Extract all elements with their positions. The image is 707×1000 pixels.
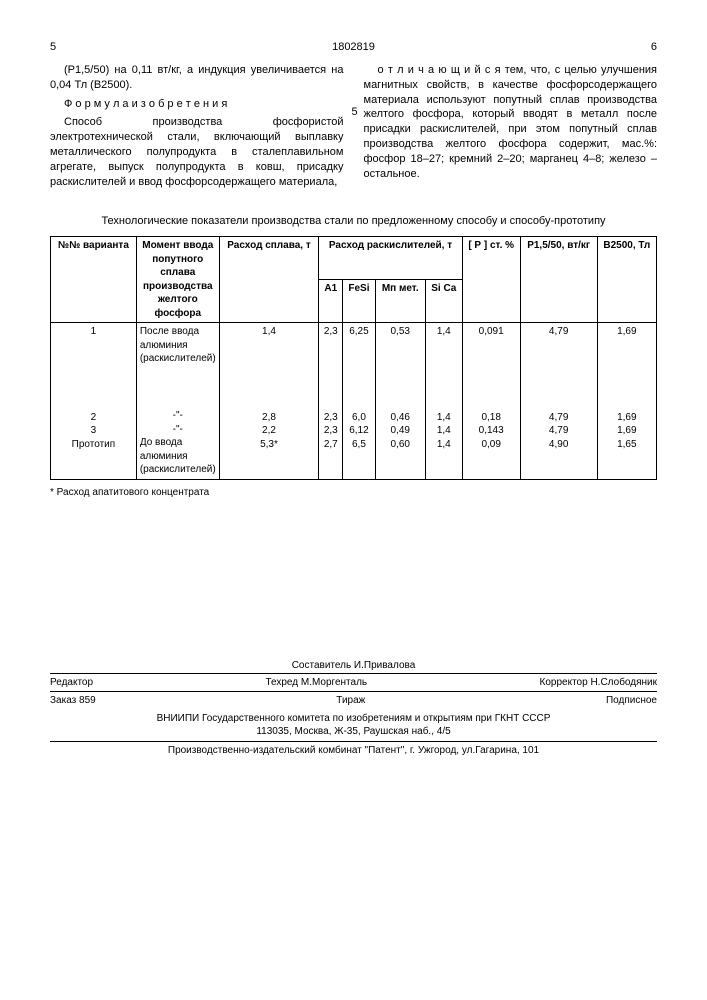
- cell-text: 5,3*: [223, 438, 316, 452]
- cell-text: 2,8: [223, 411, 316, 425]
- cell-text: 4,79: [524, 325, 594, 339]
- cell-p: 0,091 0,18 0,143 0,09: [462, 323, 520, 480]
- sub: Подписное: [606, 694, 657, 708]
- vniipi-line1: ВНИИПИ Государственного комитета по изоб…: [50, 712, 657, 726]
- page-numbers: 5 1802819 6: [50, 40, 657, 55]
- cell-text: 2,3: [322, 424, 339, 438]
- left-column: (Р1,5/50) на 0,11 вт/кг, а индукция увел…: [50, 63, 344, 194]
- cell-text: 0,46: [379, 411, 422, 425]
- cell-text: 4,79: [524, 424, 594, 438]
- cell-al: 2,3 2,3 2,3 2,7: [319, 323, 343, 480]
- cell-text: До ввода алюминия (раскислителей): [140, 436, 216, 477]
- page-left: 5: [50, 40, 56, 55]
- cell-text: 2,3: [322, 411, 339, 425]
- footer-row-1: Редактор Техред М.Моргенталь Корректор Н…: [50, 673, 657, 693]
- cell-text: Прототип: [54, 438, 133, 452]
- footer-block: Составитель И.Привалова Редактор Техред …: [50, 659, 657, 759]
- cell-text: 0,09: [466, 438, 517, 452]
- cell-text: 1: [54, 325, 133, 339]
- data-table: №№ варианта Момент ввода попутного сплав…: [50, 236, 657, 480]
- cell-rate: 1,4 2,8 2,2 5,3*: [219, 323, 319, 480]
- left-p2: Способ производства фосфористой электрот…: [50, 115, 344, 189]
- table-footnote: * Расход апатитового концентрата: [50, 486, 657, 500]
- th-pst: [ Р ] ст. %: [462, 237, 520, 323]
- doc-number: 1802819: [332, 40, 375, 55]
- order: Заказ 859: [50, 694, 96, 708]
- editor: Редактор: [50, 676, 93, 690]
- cell-text: 1,4: [223, 325, 316, 339]
- th-sica: Si Ca: [425, 280, 462, 323]
- cell-text: 0,091: [466, 325, 517, 339]
- cell-text: 6,0: [346, 411, 371, 425]
- cell-text: 6,25: [346, 325, 371, 339]
- page-right: 6: [651, 40, 657, 55]
- cell-text: 2,7: [322, 438, 339, 452]
- cell-moment: После ввода алюминия (раскислителей) -"-…: [136, 323, 219, 480]
- line-mark-5: 5: [352, 105, 358, 120]
- tirage: Тираж: [336, 694, 365, 708]
- cell-text: 2,3: [322, 325, 339, 339]
- cell-text: 0,49: [379, 424, 422, 438]
- cell-sica: 1,4 1,4 1,4 1,4: [425, 323, 462, 480]
- th-mn: Мп мет.: [375, 280, 425, 323]
- formula-line: Ф о р м у л а и з о б р е т е н и я: [50, 97, 344, 112]
- right-p1: о т л и ч а ю щ и й с я тем, что, с цель…: [364, 63, 658, 182]
- th-deox-group: Расход раскислителей, т: [319, 237, 462, 280]
- cell-text: 1,4: [429, 438, 459, 452]
- cell-text: 0,18: [466, 411, 517, 425]
- cell-text: 1,65: [601, 438, 653, 452]
- cell-text: 1,69: [601, 424, 653, 438]
- cell-text: После ввода алюминия (раскислителей): [140, 325, 216, 409]
- cell-text: 1,4: [429, 411, 459, 425]
- cell-fesi: 6,25 6,0 6,12 6,5: [343, 323, 375, 480]
- cell-b: 1,69 1,69 1,69 1,65: [597, 323, 656, 480]
- table-header-row1: №№ варианта Момент ввода попутного сплав…: [51, 237, 657, 280]
- th-ploss: Р1,5/50, вт/кг: [520, 237, 597, 323]
- tech: Техред М.Моргенталь: [265, 676, 367, 690]
- cell-text: 6,5: [346, 438, 371, 452]
- th-moment: Момент ввода попутного сплава производст…: [136, 237, 219, 323]
- compiler: Составитель И.Привалова: [50, 659, 657, 673]
- cell-text: 1,69: [601, 411, 653, 425]
- cell-text: 0,53: [379, 325, 422, 339]
- cell-text: 3: [54, 424, 133, 438]
- table-caption: Технологические показатели производства …: [50, 214, 657, 229]
- cell-text: -"-: [140, 409, 216, 423]
- th-variant: №№ варианта: [51, 237, 137, 323]
- th-fesi: FeSi: [343, 280, 375, 323]
- vniipi-line2: 113035, Москва, Ж-35, Раушская наб., 4/5: [50, 725, 657, 739]
- left-p1: (Р1,5/50) на 0,11 вт/кг, а индукция увел…: [50, 63, 344, 93]
- cell-text: 0,60: [379, 438, 422, 452]
- cell-text: 0,143: [466, 424, 517, 438]
- cell-text: 1,4: [429, 424, 459, 438]
- cell-n: 1 2 3 Прототип: [51, 323, 137, 480]
- footer-row-2: Заказ 859 Тираж Подписное: [50, 692, 657, 710]
- two-column-text: (Р1,5/50) на 0,11 вт/кг, а индукция увел…: [50, 63, 657, 194]
- th-al: А1: [319, 280, 343, 323]
- cell-text: 4,90: [524, 438, 594, 452]
- corrector: Корректор Н.Слободяник: [540, 676, 657, 690]
- th-rate: Расход сплава, т: [219, 237, 319, 323]
- patent-line: Производственно-издательский комбинат "П…: [50, 742, 657, 760]
- cell-text: 1,69: [601, 325, 653, 339]
- cell-text: 2: [54, 411, 133, 425]
- cell-mn: 0,53 0,46 0,49 0,60: [375, 323, 425, 480]
- right-column: 5 о т л и ч а ю щ и й с я тем, что, с це…: [364, 63, 658, 194]
- cell-text: 6,12: [346, 424, 371, 438]
- cell-text: 1,4: [429, 325, 459, 339]
- vniipi: ВНИИПИ Государственного комитета по изоб…: [50, 710, 657, 742]
- cell-text: -"-: [140, 423, 216, 437]
- cell-text: 2,2: [223, 424, 316, 438]
- cell-text: 4,79: [524, 411, 594, 425]
- cell-ploss: 4,79 4,79 4,79 4,90: [520, 323, 597, 480]
- th-b: В2500, Тл: [597, 237, 656, 323]
